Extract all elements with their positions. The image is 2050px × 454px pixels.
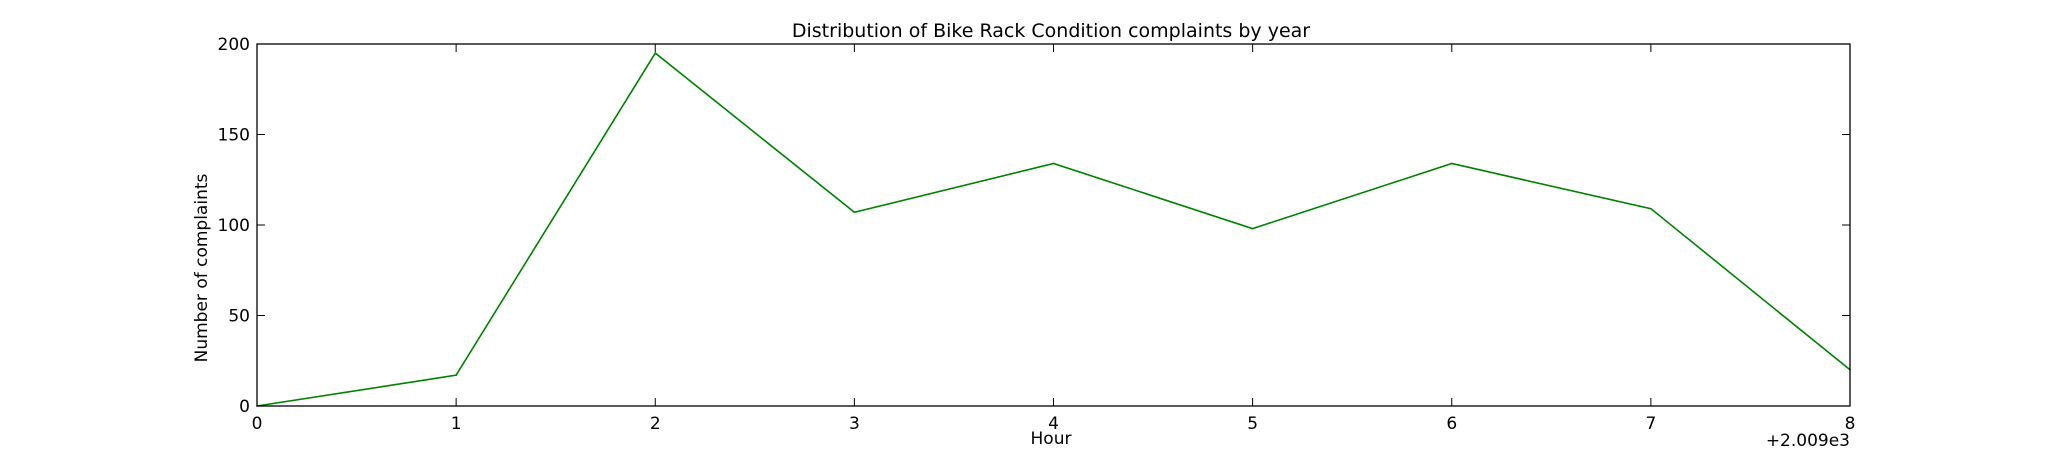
chart-title: Distribution of Bike Rack Condition comp… xyxy=(792,20,1310,42)
x-tick-label: 5 xyxy=(1247,414,1258,434)
axis-ticks: 0 1 2 3 4 5 6 7 8 0 50 100 150 200 xyxy=(218,35,1856,434)
y-tick-label: 100 xyxy=(218,216,250,236)
x-tick-label: 8 xyxy=(1845,414,1856,434)
x-tick-label: 4 xyxy=(1048,414,1059,434)
y-tick-label: 200 xyxy=(218,35,250,55)
data-point xyxy=(1251,227,1254,230)
y-tick-label: 0 xyxy=(239,397,250,417)
data-point xyxy=(654,52,657,54)
y-tick-label: 50 xyxy=(228,307,250,327)
data-point xyxy=(1450,162,1453,165)
y-axis-label: Number of complaints xyxy=(192,173,212,362)
x-axis-label: Hour xyxy=(1031,429,1072,449)
y-tick-label: 150 xyxy=(218,126,250,146)
data-point xyxy=(455,374,457,377)
plot-frame xyxy=(256,43,1851,407)
x-tick-label: 1 xyxy=(451,414,462,434)
x-tick-label: 0 xyxy=(252,414,263,434)
data-point xyxy=(1052,162,1055,165)
data-point xyxy=(1650,207,1652,210)
series-line-0 xyxy=(256,51,1851,407)
x-tick-label: 7 xyxy=(1645,414,1656,434)
series-layer xyxy=(256,51,1851,407)
x-tick-label: 2 xyxy=(650,414,661,434)
x-tick-label: 3 xyxy=(849,414,860,434)
x-tick-label: 6 xyxy=(1446,414,1457,434)
data-point xyxy=(853,211,856,214)
x-axis-offset-label: +2.009e3 xyxy=(1766,431,1850,450)
